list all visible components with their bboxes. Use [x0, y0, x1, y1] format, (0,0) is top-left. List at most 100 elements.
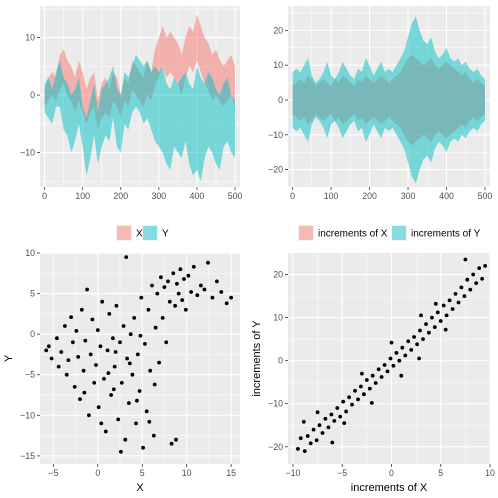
- scatter-point: [224, 301, 229, 306]
- y-tick-label: 10: [25, 248, 35, 258]
- scatter-point: [317, 423, 322, 428]
- scatter-point: [148, 368, 153, 373]
- scatter-point: [360, 371, 364, 376]
- scatter-point: [166, 279, 170, 284]
- scatter-point: [164, 340, 169, 345]
- scatter-point: [215, 279, 219, 284]
- x-tick-label: 100: [324, 191, 339, 201]
- scatter-point: [347, 395, 351, 400]
- scatter-point: [146, 307, 151, 312]
- scatter-point: [155, 291, 160, 296]
- scatter-point: [128, 332, 133, 337]
- x-tick-label: 0: [95, 468, 100, 478]
- scatter-point: [419, 313, 423, 318]
- scatter-point: [432, 325, 437, 329]
- y-tick-label: 0: [278, 95, 283, 105]
- y-tick-label: −5: [25, 370, 35, 380]
- scatter-point: [397, 358, 402, 363]
- scatter-point: [183, 307, 188, 312]
- scatter-point: [103, 429, 108, 434]
- x-tick-label: 15: [226, 468, 236, 478]
- scatter-point: [121, 324, 126, 328]
- scatter-point: [98, 344, 103, 349]
- scatter-point: [147, 419, 152, 424]
- y-tick-label: −15: [20, 451, 35, 461]
- scatter-point: [338, 414, 343, 419]
- y-tick-label: 10: [25, 33, 35, 43]
- scatter-point: [74, 329, 79, 333]
- scatter-point: [186, 273, 191, 278]
- scatter-point: [134, 421, 138, 426]
- scatter-point: [471, 272, 476, 277]
- scatter-point: [409, 348, 414, 352]
- legend-right: increments of X increments of Y: [298, 225, 481, 241]
- scatter-point: [95, 328, 100, 332]
- scatter-point: [64, 372, 69, 377]
- scatter-point: [296, 447, 300, 451]
- scatter-point: [59, 350, 64, 354]
- scatter-point: [144, 409, 149, 414]
- scatter-point: [480, 276, 484, 281]
- scatter-point: [356, 397, 360, 402]
- scatter-point: [118, 340, 122, 345]
- scatter-point: [132, 316, 137, 320]
- scatter-point: [106, 371, 111, 375]
- scatter-point: [63, 324, 67, 328]
- scatter-point: [463, 257, 468, 262]
- scatter-point: [373, 381, 378, 385]
- scatter-point: [483, 264, 487, 268]
- scatter-point: [135, 352, 140, 357]
- scatter-point: [76, 355, 81, 359]
- scatter-point: [56, 364, 61, 369]
- legend-key: [142, 225, 158, 241]
- scatter-point: [175, 281, 179, 286]
- y-axis-label: Y: [3, 354, 15, 362]
- scatter-point: [126, 401, 131, 405]
- scatter-point: [143, 342, 147, 346]
- x-tick-label: 0: [389, 468, 394, 478]
- scatter-point: [135, 398, 139, 403]
- scatter-point: [308, 441, 313, 446]
- scatter-point: [66, 358, 71, 362]
- scatter-point: [119, 449, 123, 454]
- scatter-point: [55, 336, 59, 341]
- scatter-point: [116, 417, 121, 422]
- scatter-point: [406, 339, 411, 344]
- scatter-point: [342, 421, 347, 425]
- x-tick-label: 0: [290, 191, 295, 201]
- scatter-point: [107, 312, 112, 316]
- scatter-point: [152, 382, 157, 387]
- scatter-point: [81, 368, 86, 373]
- scatter-point: [157, 360, 162, 365]
- x-tick-label: 0: [42, 191, 47, 201]
- scatter-point: [130, 372, 135, 377]
- y-tick-label: 0: [278, 356, 283, 366]
- scatter-point: [47, 344, 51, 349]
- scatter-point: [113, 350, 118, 354]
- scatter-point: [350, 402, 354, 407]
- scatter-point: [171, 271, 176, 276]
- x-tick-label: 500: [478, 191, 493, 201]
- x-tick-label: 10: [485, 468, 495, 478]
- scatter-point: [88, 352, 93, 357]
- scatter-point: [99, 421, 104, 426]
- scatter-point: [199, 283, 203, 288]
- scatter-point: [210, 295, 215, 300]
- scatter-point: [326, 425, 331, 430]
- x-axis-label: increments of X: [351, 482, 428, 494]
- scatter-point: [202, 287, 207, 292]
- scatter-point: [301, 419, 306, 424]
- scatter-point: [311, 427, 316, 432]
- chart-top-left: 0 100 200 300 400 500 −10 0 10: [20, 6, 242, 201]
- scatter-point: [49, 356, 54, 361]
- scatter-point: [153, 325, 158, 330]
- scatter-point: [85, 287, 89, 292]
- scatter-point: [430, 315, 434, 320]
- scatter-point: [139, 295, 144, 300]
- y-tick-label: 0: [30, 90, 35, 100]
- scatter-point: [364, 378, 369, 382]
- scatter-point: [359, 384, 363, 389]
- scatter-point: [109, 393, 113, 397]
- scatter-point: [96, 405, 101, 410]
- scatter-point: [298, 436, 303, 441]
